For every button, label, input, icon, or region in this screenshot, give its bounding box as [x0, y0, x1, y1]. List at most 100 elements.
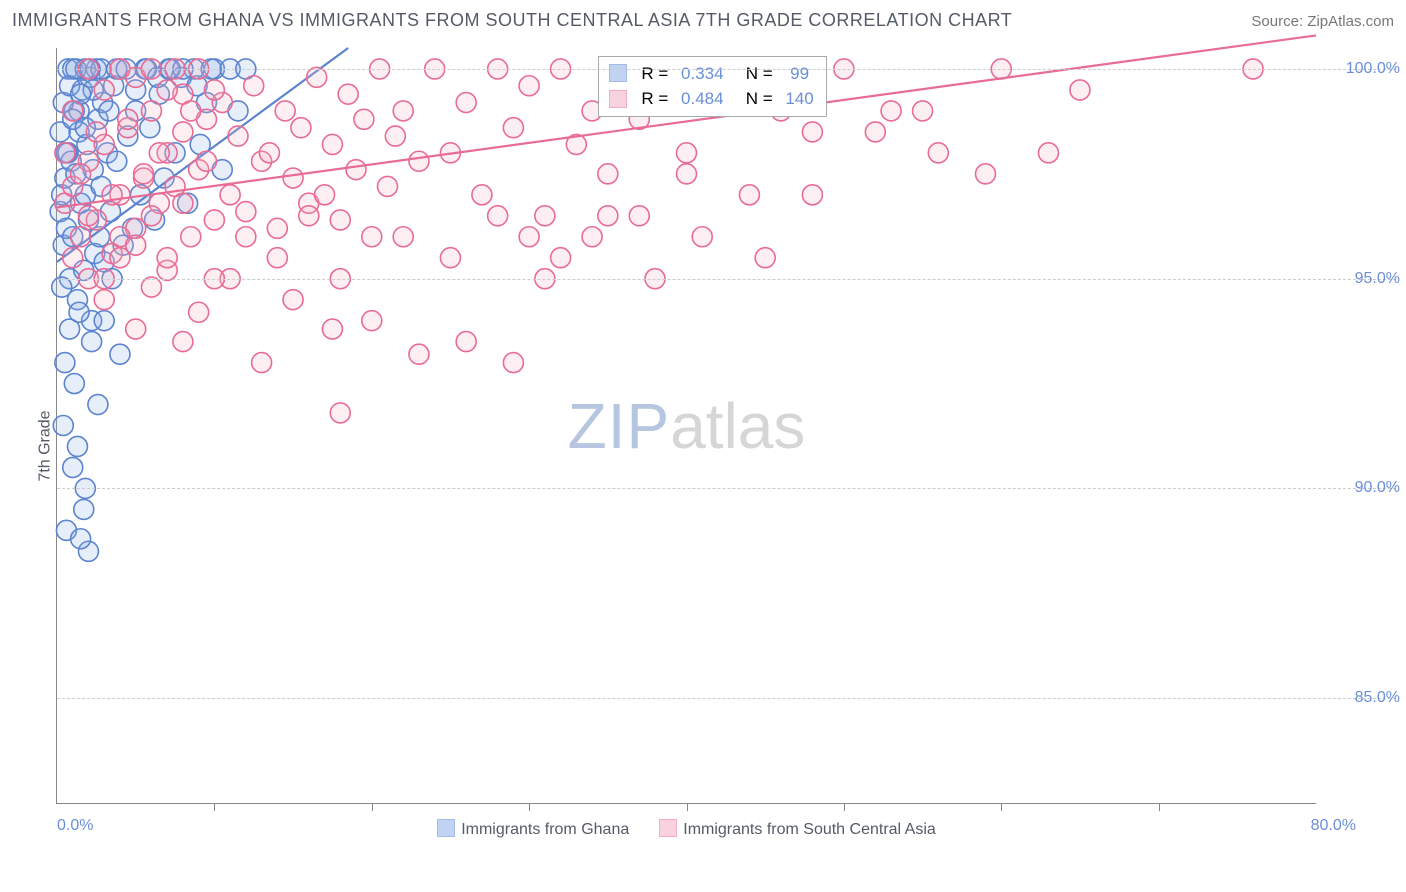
data-point: [63, 248, 83, 268]
data-point: [197, 151, 217, 171]
data-point: [456, 332, 476, 352]
data-point: [204, 210, 224, 230]
x-tick-mark: [529, 803, 530, 811]
data-point: [802, 122, 822, 142]
data-point: [409, 344, 429, 364]
stats-row: R = 0.334 N = 99: [609, 61, 813, 87]
data-point: [110, 344, 130, 364]
data-point: [393, 227, 413, 247]
legend-label: Immigrants from South Central Asia: [683, 821, 936, 838]
data-point: [252, 353, 272, 373]
data-point: [598, 206, 618, 226]
source-link[interactable]: ZipAtlas.com: [1307, 13, 1394, 30]
data-point: [173, 193, 193, 213]
series-swatch: [609, 90, 627, 108]
data-point: [69, 302, 89, 322]
data-point: [134, 164, 154, 184]
data-point: [677, 143, 697, 163]
stats-n-value: 99: [785, 61, 809, 87]
data-point: [52, 277, 72, 297]
data-point: [582, 227, 602, 247]
data-point: [71, 227, 91, 247]
data-point: [94, 311, 114, 331]
y-tick-label: 95.0%: [1355, 270, 1400, 288]
data-point: [275, 101, 295, 121]
y-axis-label: 7th Grade: [37, 410, 55, 481]
data-point: [283, 168, 303, 188]
data-point: [64, 374, 84, 394]
x-tick-mark: [372, 803, 373, 811]
data-point: [228, 126, 248, 146]
stats-r-label: R =: [641, 61, 673, 87]
data-point: [141, 277, 161, 297]
data-point: [755, 248, 775, 268]
data-point: [71, 164, 91, 184]
x-axis-max-label: 80.0%: [1311, 817, 1356, 835]
data-point: [189, 302, 209, 322]
data-point: [53, 416, 73, 436]
data-point: [267, 218, 287, 238]
data-point: [63, 457, 83, 477]
data-point: [535, 206, 555, 226]
x-tick-mark: [687, 803, 688, 811]
data-point: [330, 210, 350, 230]
data-point: [71, 529, 91, 549]
stats-r-label: R =: [641, 86, 673, 112]
data-point: [377, 176, 397, 196]
data-point: [913, 101, 933, 121]
data-point: [598, 164, 618, 184]
stats-n-label: N =: [732, 86, 778, 112]
data-point: [322, 319, 342, 339]
data-point: [928, 143, 948, 163]
stats-r-value: 0.484: [681, 86, 724, 112]
data-point: [283, 290, 303, 310]
data-point: [118, 109, 138, 129]
data-point: [976, 164, 996, 184]
data-point: [157, 248, 177, 268]
data-point: [692, 227, 712, 247]
source-prefix: Source:: [1251, 13, 1307, 30]
legend-swatch: [437, 819, 455, 837]
x-tick-mark: [1159, 803, 1160, 811]
data-point: [346, 160, 366, 180]
data-point: [236, 202, 256, 222]
data-point: [141, 206, 161, 226]
plot-area: ZIPatlas R = 0.334 N = 99R = 0.484 N = 1…: [56, 48, 1316, 804]
data-point: [865, 122, 885, 142]
x-tick-mark: [214, 803, 215, 811]
data-point: [94, 290, 114, 310]
data-point: [141, 101, 161, 121]
legend-label: Immigrants from Ghana: [461, 821, 629, 838]
data-point: [67, 436, 87, 456]
gridline-h: [57, 279, 1396, 280]
data-point: [299, 206, 319, 226]
y-tick-label: 100.0%: [1346, 60, 1400, 78]
data-point: [220, 185, 240, 205]
data-point: [1038, 143, 1058, 163]
data-point: [86, 122, 106, 142]
y-tick-label: 85.0%: [1355, 689, 1400, 707]
data-point: [82, 332, 102, 352]
data-point: [94, 80, 114, 100]
data-point: [1070, 80, 1090, 100]
stats-row: R = 0.484 N = 140: [609, 86, 813, 112]
legend-bottom: Immigrants from Ghana Immigrants from Sou…: [57, 819, 1316, 839]
data-point: [126, 235, 146, 255]
data-point: [267, 248, 287, 268]
stats-n-label: N =: [732, 61, 778, 87]
data-point: [204, 80, 224, 100]
data-point: [149, 143, 169, 163]
data-point: [629, 206, 649, 226]
data-point: [55, 143, 75, 163]
data-point: [157, 80, 177, 100]
source-attribution: Source: ZipAtlas.com: [1251, 13, 1394, 30]
data-point: [677, 164, 697, 184]
data-point: [354, 109, 374, 129]
data-point: [456, 93, 476, 113]
stats-r-value: 0.334: [681, 61, 724, 87]
data-point: [315, 185, 335, 205]
data-point: [244, 76, 264, 96]
data-point: [519, 227, 539, 247]
legend-item: Immigrants from Ghana: [437, 819, 629, 839]
data-point: [322, 134, 342, 154]
